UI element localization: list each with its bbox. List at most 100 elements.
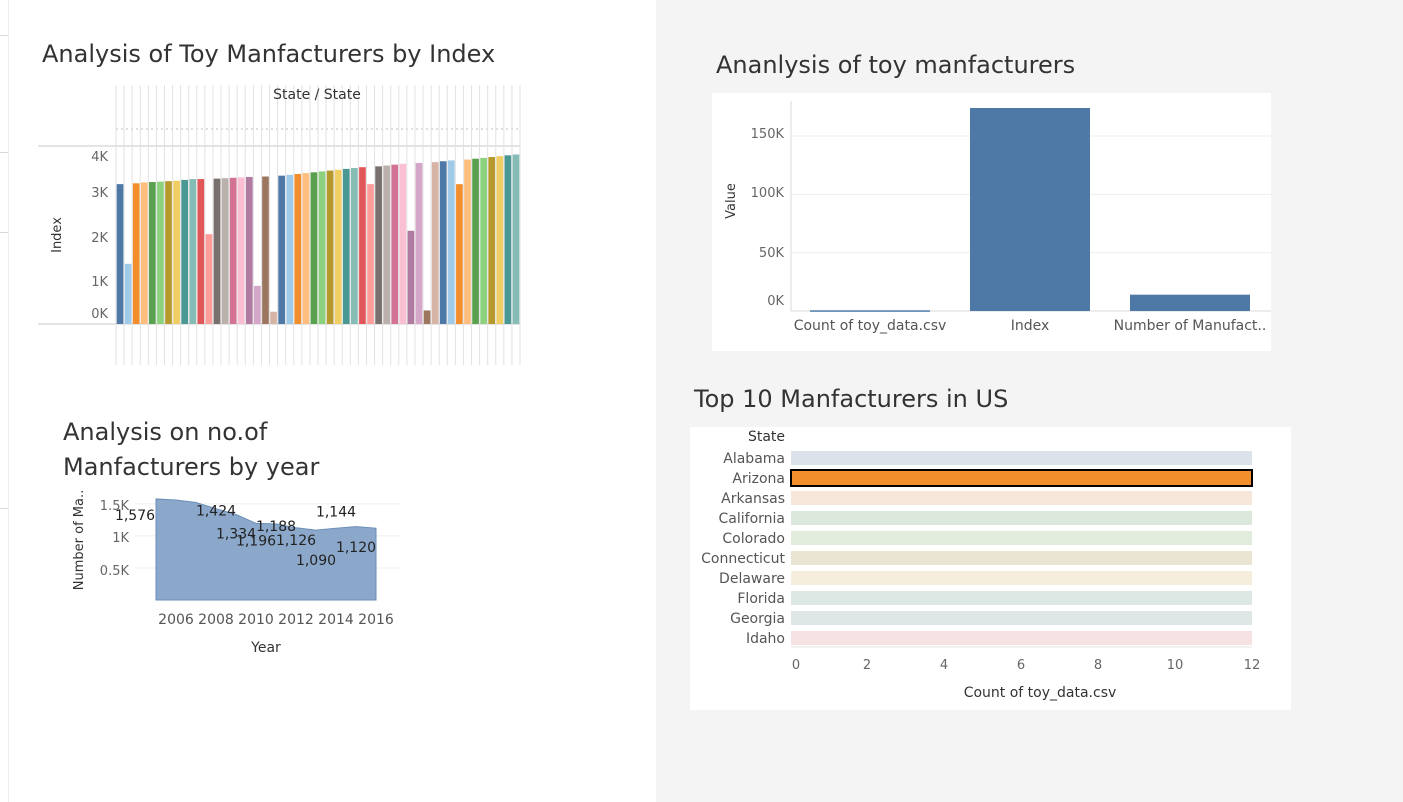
index-bar[interactable] xyxy=(464,159,471,324)
top10-bar[interactable] xyxy=(791,591,1252,605)
index-bar[interactable] xyxy=(512,154,520,324)
year-data-label: 1,120 xyxy=(336,540,376,556)
state-column-header: State / State xyxy=(273,87,361,103)
x-tick-label: 2010 xyxy=(238,612,274,628)
top10-bar[interactable] xyxy=(791,551,1252,565)
index-bar[interactable] xyxy=(334,169,342,324)
index-bar[interactable] xyxy=(302,173,310,324)
index-bar[interactable] xyxy=(439,161,447,324)
index-bar[interactable] xyxy=(431,162,439,324)
state-label: Florida xyxy=(737,591,785,607)
y-tick-label: 1K xyxy=(91,275,108,290)
state-column-gridlines xyxy=(115,85,521,365)
y-tick-label: 0K xyxy=(91,307,108,322)
state-label: Georgia xyxy=(730,611,785,627)
y-tick-label: 100K xyxy=(751,186,785,201)
index-bar[interactable] xyxy=(157,181,164,324)
index-bar[interactable] xyxy=(488,157,496,324)
state-label: Connecticut xyxy=(701,551,785,567)
index-bar[interactable] xyxy=(132,183,140,324)
index-bar[interactable] xyxy=(359,167,366,324)
index-bar[interactable] xyxy=(342,168,350,324)
x-tick-label: 0 xyxy=(792,658,800,673)
index-bar[interactable] xyxy=(221,178,229,324)
state-label: Idaho xyxy=(746,631,785,647)
index-bar[interactable] xyxy=(229,177,237,324)
index-bar[interactable] xyxy=(456,184,463,324)
index-bar[interactable] xyxy=(310,172,318,324)
x-tick-label: 6 xyxy=(1017,658,1025,673)
index-bar[interactable] xyxy=(262,176,269,324)
y-tick-label: 2K xyxy=(91,231,108,246)
index-bar[interactable] xyxy=(149,182,156,324)
index-bar[interactable] xyxy=(165,181,172,324)
y-tick-label: 0.5K xyxy=(100,564,130,579)
year-chart-title-line: Manfacturers by year xyxy=(63,453,320,481)
index-bar[interactable] xyxy=(383,165,391,324)
index-bar[interactable] xyxy=(140,182,148,324)
summary-bar[interactable] xyxy=(970,108,1090,311)
index-bar[interactable] xyxy=(415,162,423,324)
x-tick-label: 2 xyxy=(863,658,871,673)
index-bar[interactable] xyxy=(367,184,374,324)
state-label: Alabama xyxy=(723,451,785,467)
top10-x-label: Count of toy_data.csv xyxy=(964,685,1117,701)
state-label: Arkansas xyxy=(721,491,785,507)
index-bar[interactable] xyxy=(375,166,382,324)
top10-state-labels: Alabama Arizona Arkansas California Colorado… xyxy=(701,451,785,647)
x-tick-label: 8 xyxy=(1094,658,1102,673)
index-bar[interactable] xyxy=(173,180,180,324)
index-chart: State / State Index 4K 3K 2K 1K 0K xyxy=(38,85,521,365)
summary-bar[interactable] xyxy=(1130,294,1250,311)
summary-chart-title: Ananlysis of toy manfacturers xyxy=(716,51,1076,79)
index-bar[interactable] xyxy=(391,164,399,324)
top10-bar[interactable] xyxy=(791,491,1252,505)
top10-bar[interactable] xyxy=(791,451,1252,465)
index-bar[interactable] xyxy=(480,157,487,324)
top10-bar[interactable] xyxy=(790,469,1253,487)
index-bar[interactable] xyxy=(294,173,302,324)
state-label: California xyxy=(719,511,785,527)
top10-bar[interactable] xyxy=(791,631,1252,645)
index-bar[interactable] xyxy=(399,163,407,324)
index-bar[interactable] xyxy=(197,179,205,324)
index-bar[interactable] xyxy=(205,234,213,324)
index-bar[interactable] xyxy=(213,178,221,324)
index-bar[interactable] xyxy=(496,156,504,324)
index-bar[interactable] xyxy=(116,184,124,324)
index-bar[interactable] xyxy=(326,170,334,324)
category-label: Index xyxy=(1011,318,1050,334)
category-label: Number of Manufact.. xyxy=(1114,318,1267,334)
index-bar[interactable] xyxy=(124,263,132,324)
index-bar[interactable] xyxy=(270,311,277,324)
index-bar[interactable] xyxy=(318,171,326,324)
index-bar[interactable] xyxy=(286,174,294,324)
index-bar[interactable] xyxy=(181,179,189,324)
top10-bar[interactable] xyxy=(791,531,1252,545)
summary-bar[interactable] xyxy=(810,310,930,312)
top10-bar[interactable] xyxy=(791,571,1252,585)
index-bar[interactable] xyxy=(254,285,261,324)
x-tick-label: 2008 xyxy=(198,612,234,628)
year-data-label: 1,090 xyxy=(296,553,336,569)
index-bar[interactable] xyxy=(407,230,415,324)
index-bar[interactable] xyxy=(472,158,479,324)
index-bar[interactable] xyxy=(237,177,245,324)
index-bar[interactable] xyxy=(351,168,358,324)
index-bar[interactable] xyxy=(423,310,431,324)
index-bar[interactable] xyxy=(447,160,455,324)
top10-bar[interactable] xyxy=(791,511,1252,525)
top10-bar[interactable] xyxy=(791,611,1252,625)
x-tick-label: 2016 xyxy=(358,612,394,628)
year-data-label: 1,144 xyxy=(316,505,356,521)
summary-bars xyxy=(810,108,1250,312)
year-data-label: 1,126 xyxy=(276,533,316,549)
index-bar[interactable] xyxy=(278,175,285,324)
index-bar[interactable] xyxy=(245,176,253,324)
x-tick-label: 2014 xyxy=(318,612,354,628)
index-bar[interactable] xyxy=(189,179,197,324)
summary-chart: Value 150K 100K 50K 0K Count of toy_data… xyxy=(724,101,1271,334)
year-data-label: 1,334 xyxy=(216,526,256,542)
index-bar[interactable] xyxy=(504,155,512,324)
